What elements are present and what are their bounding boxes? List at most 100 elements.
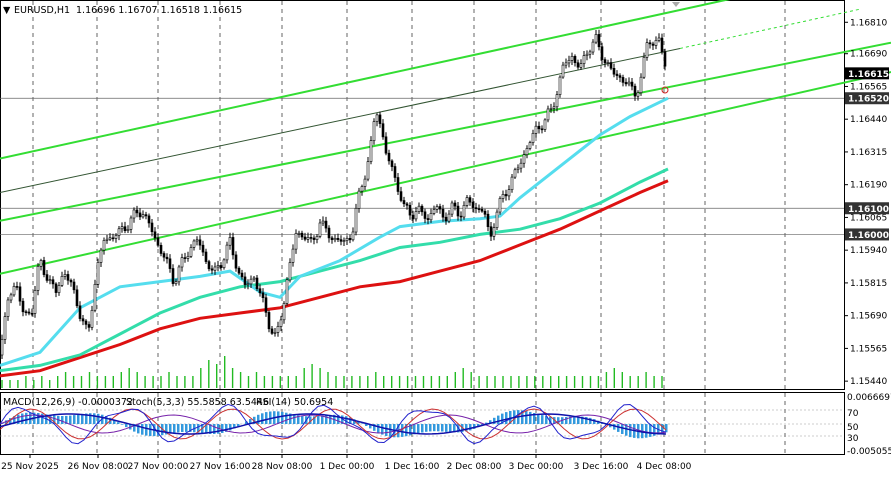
price-tag-label: 1.16615	[848, 70, 889, 80]
candle-body	[99, 249, 103, 263]
candle-body	[552, 106, 556, 109]
candle-body	[660, 37, 664, 52]
macd-histogram-bar	[261, 413, 264, 424]
candle-body	[276, 326, 280, 333]
candle-body	[576, 62, 580, 68]
candle-body	[489, 226, 493, 237]
candle-body	[168, 258, 172, 269]
candle-body	[468, 197, 472, 203]
macd-label: MACD(12,26,9) -0.0000372	[3, 397, 133, 408]
candle-body	[33, 290, 37, 314]
candle-body	[363, 178, 367, 187]
macd-histogram-bar	[185, 424, 188, 432]
candle-body	[549, 108, 553, 110]
macd-histogram-bar	[465, 424, 468, 432]
candle-body	[438, 206, 442, 210]
chart-shift-icon[interactable]	[672, 2, 680, 7]
candle-body	[408, 205, 412, 216]
candle-body	[243, 276, 247, 285]
candle-body	[594, 34, 598, 43]
macd-histogram-bar	[473, 424, 476, 429]
candle-body	[36, 265, 40, 291]
macd-histogram-bar	[73, 415, 76, 424]
symbol-label: EURUSD,H1	[14, 5, 70, 16]
candle-body	[453, 202, 457, 207]
macd-histogram-bar	[113, 419, 116, 424]
macd-histogram-bar	[525, 411, 528, 424]
candle-body	[210, 268, 214, 271]
candle-body	[360, 186, 364, 192]
candle-body	[579, 63, 583, 68]
candle-body	[228, 237, 232, 246]
candle-body	[483, 210, 487, 215]
candle-body	[114, 235, 118, 239]
candle-body	[246, 283, 250, 286]
candle-body	[447, 213, 451, 222]
candle-body	[411, 214, 415, 220]
candle-body	[432, 209, 436, 214]
macd-histogram-bar	[413, 424, 416, 435]
candle-body	[357, 190, 361, 209]
candle-body	[603, 59, 607, 64]
candle-body	[402, 200, 406, 205]
macd-histogram-bar	[557, 417, 560, 424]
macd-histogram-bar	[21, 413, 24, 424]
macd-histogram-bar	[209, 424, 212, 434]
macd-histogram-bar	[593, 419, 596, 424]
macd-histogram-bar	[437, 424, 440, 432]
candle-body	[261, 292, 265, 298]
level-30: 30	[847, 434, 859, 444]
candle-body	[141, 214, 145, 218]
macd-histogram-bar	[105, 416, 108, 424]
candle-body	[201, 244, 205, 253]
candle-body	[297, 232, 301, 235]
macd-histogram-bar	[165, 424, 168, 435]
collapse-arrow-icon[interactable]: ▼	[3, 5, 11, 16]
candle-body	[204, 251, 208, 262]
candle-body	[375, 114, 379, 122]
candle-body	[12, 286, 16, 296]
candle-body	[525, 148, 529, 155]
trend-channel	[0, 0, 891, 275]
macd-histogram-bar	[585, 417, 588, 424]
candle-body	[633, 85, 637, 97]
candle-body	[555, 94, 559, 108]
price-tick-label: 1.15815	[850, 279, 887, 289]
price-tick-label: 1.16065	[850, 213, 887, 223]
price-tag-label: 1.16000	[848, 231, 889, 241]
macd-histogram-bar	[493, 417, 496, 424]
macd-histogram-bar	[369, 424, 372, 429]
macd-histogram-bar	[485, 422, 488, 424]
macd-histogram-bar	[445, 424, 448, 432]
macd-histogram-bar	[213, 424, 216, 434]
macd-histogram-bar	[385, 424, 388, 436]
price-tag-box	[845, 92, 889, 105]
candle-body	[72, 281, 76, 291]
macd-histogram-bar	[205, 424, 208, 434]
macd-histogram-bar	[317, 416, 320, 424]
rsi-line	[0, 414, 667, 434]
macd-histogram-bar	[133, 424, 136, 432]
candle-body	[522, 154, 526, 164]
candle-body	[564, 62, 568, 66]
candle-body	[90, 309, 94, 328]
candle-body	[174, 281, 178, 284]
macd-histogram-bar	[509, 411, 512, 424]
macd-histogram-bar	[505, 412, 508, 424]
candle-body	[528, 142, 532, 149]
macd-histogram-bar	[417, 424, 420, 434]
macd-histogram-bar	[357, 421, 360, 424]
candle-body	[567, 59, 571, 64]
candle-body	[597, 34, 601, 48]
macd-histogram-bar	[297, 415, 300, 424]
candle-body	[615, 73, 619, 76]
candle-body	[165, 256, 169, 260]
macd-histogram-bar	[581, 416, 584, 424]
macd-histogram-bar	[565, 417, 568, 424]
candle-body	[495, 211, 499, 228]
time-axis: 25 Nov 2025 26 Nov 08:00 27 Nov 00:00 27 No…	[1, 454, 692, 472]
candle-body	[267, 312, 271, 330]
macd-histogram-bar	[421, 424, 424, 433]
